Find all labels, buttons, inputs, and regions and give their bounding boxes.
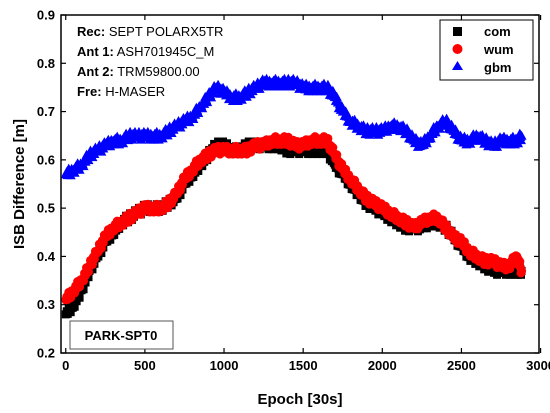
legend-label-wum: wum [483,42,514,57]
station-label-box: PARK-SPT0 [69,320,174,350]
info-line-ant2: Ant 2: TRM59800.00 [77,64,200,79]
gbm-point-fill [515,135,526,145]
x-tick-label: 2000 [368,358,397,373]
y-tick-label: 0.3 [37,297,55,312]
y-tick-label: 0.6 [37,152,55,167]
y-tick-label: 0.2 [37,346,55,361]
station-label-frame [69,320,174,350]
gbm-point-fill [446,119,457,129]
series-gbm [60,73,527,180]
x-tick-label: 1000 [210,358,239,373]
x-axis-title: Epoch [30s] [257,391,342,408]
gbm-point-fill [327,85,338,95]
legend-label-gbm: gbm [484,60,511,75]
wum-point-fill [84,267,94,277]
y-tick-label: 0.7 [37,104,55,119]
info-line-fre: Fre: H-MASER [77,84,165,99]
gbm-point-fill [98,143,109,153]
gbm-point-fill [241,91,252,101]
com-point-fill [66,308,75,317]
x-tick-label: 500 [134,358,156,373]
x-tick-label: 2500 [447,358,476,373]
series-wum [61,132,527,305]
gbm-point-fill [331,91,342,101]
y-axis-title: ISB Difference [m] [11,119,28,249]
x-tick-label: 0 [62,358,69,373]
gbm-point-fill [162,130,173,140]
legend-marker-gbm [452,61,463,70]
legend: com wum gbm [439,19,534,81]
com-point-fill [79,285,88,294]
y-tick-label: 0.5 [37,201,55,216]
y-tick-label: 0.8 [37,56,55,71]
legend-marker-wum [452,44,463,54]
gbm-point-fill [202,97,213,107]
data-layer [60,73,527,319]
legend-marker-com [453,27,462,36]
legend-label-com: com [484,24,511,39]
gbm-point-fill [177,119,188,129]
info-line-rec: Rec: SEPT POLARX5TR [77,24,223,39]
gbm-point-fill [193,108,204,118]
y-tick-label: 0.9 [37,8,55,23]
info-box: Rec: SEPT POLARX5TR Ant 1: ASH701945C_M … [77,24,223,99]
x-tick-label: 1500 [289,358,318,373]
com-point-fill [75,293,84,302]
station-label: PARK-SPT0 [85,328,158,343]
plot-frame [60,14,540,354]
com-point-fill [70,302,79,311]
wum-point-fill [516,268,526,278]
info-line-ant1: Ant 1: ASH701945C_M [77,44,214,59]
y-tick-label: 0.4 [37,249,56,264]
